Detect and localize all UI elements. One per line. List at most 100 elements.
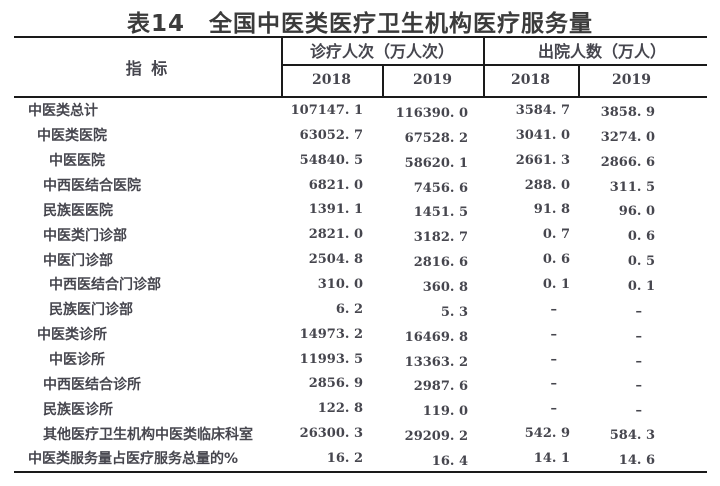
column-divider-indicator: [281, 36, 283, 97]
column-divider-visits-years: [382, 64, 384, 97]
table-row: 中医类总计 107147. 1 116390. 0 3584. 7 3858. 9: [14, 98, 707, 123]
value-cell: 13363. 2: [404, 354, 468, 370]
value-cell: 107147. 1: [290, 102, 363, 118]
value-cell: 1391. 1: [308, 202, 363, 218]
value-cell: 26300. 3: [299, 426, 363, 442]
group-header-underline: [281, 64, 707, 66]
no-data-dash: –: [635, 328, 643, 344]
value-cell: 14973. 2: [299, 326, 363, 342]
value-cell: 2856. 9: [308, 376, 363, 392]
value-cell: 7456. 6: [413, 180, 468, 196]
table-row: 中西医结合诊所 2856. 9 2987. 6 – –: [14, 371, 707, 396]
value-cell: 91. 8: [533, 202, 570, 218]
value-cell: 6821. 0: [308, 177, 363, 193]
no-data-dash: –: [635, 378, 643, 394]
table-bottom-border: [14, 471, 707, 473]
table-row: 中医类服务量占医疗服务总量的% 16. 2 16. 4 14. 1 14. 6: [14, 446, 707, 471]
no-data-dash: –: [550, 376, 558, 392]
value-cell: 6. 2: [335, 301, 363, 317]
value-cell: 58620. 1: [404, 155, 468, 171]
value-cell: 0. 1: [542, 276, 570, 292]
value-cell: 16469. 8: [404, 329, 468, 345]
indicator-label: 中医类医院: [37, 128, 107, 145]
indicator-label: 中医门诊部: [43, 252, 113, 269]
value-cell: 16. 4: [431, 453, 468, 469]
value-cell: 311. 5: [609, 179, 655, 195]
value-cell: –: [578, 354, 707, 369]
value-cell: –: [483, 327, 578, 342]
value-cell: 11993. 5: [299, 351, 363, 367]
value-cell: 3182. 7: [413, 230, 468, 246]
table-row: 中医诊所 11993. 5 13363. 2 – –: [14, 347, 707, 372]
no-data-dash: –: [550, 351, 558, 367]
no-data-dash: –: [635, 403, 643, 419]
no-data-dash: –: [550, 401, 558, 417]
indicator-label: 中西医结合诊所: [43, 376, 141, 393]
value-cell: 3041. 0: [515, 127, 570, 143]
value-cell: 3584. 7: [515, 102, 570, 118]
value-cell: –: [578, 304, 707, 319]
value-cell: 0. 7: [542, 227, 570, 243]
value-cell: 2987. 6: [413, 379, 468, 395]
table-title: 表14 全国中医类医疗卫生机构医疗服务量: [126, 11, 593, 37]
value-cell: 0. 6: [542, 252, 570, 268]
indicator-label: 其他医疗卫生机构中医类临床科室: [43, 426, 253, 443]
table-row: 中医类医院 63052. 7 67528. 2 3041. 0 3274. 0: [14, 123, 707, 148]
header-group-visits: 诊疗人次（万人次）: [309, 42, 454, 61]
table-row: 民族医医院 1391. 1 1451. 5 91. 8 96. 0: [14, 197, 707, 222]
table-body: 中医类总计 107147. 1 116390. 0 3584. 7 3858. 9 中医类…: [14, 98, 707, 471]
indicator-label: 民族医诊所: [43, 401, 113, 418]
indicator-label: 中西医结合医院: [43, 178, 141, 194]
indicator-label: 中西医结合门诊部: [49, 277, 161, 294]
value-cell: –: [483, 302, 578, 317]
value-cell: 3858. 9: [600, 104, 655, 120]
indicator-label: 中医类门诊部: [43, 227, 127, 244]
indicator-label: 民族医医院: [43, 202, 113, 219]
indicator-label: 中医类诊所: [37, 327, 107, 344]
indicator-label: 中医医院: [49, 153, 105, 170]
value-cell: –: [578, 403, 707, 418]
value-cell: 360. 8: [422, 279, 468, 295]
table-row: 中医门诊部 2504. 8 2816. 6 0. 6 0. 5: [14, 247, 707, 272]
value-cell: –: [578, 329, 707, 344]
table-row: 民族医门诊部 6. 2 5. 3 – –: [14, 297, 707, 322]
column-divider-groups: [483, 36, 485, 97]
column-divider-discharge-years: [578, 64, 580, 97]
value-cell: 122. 8: [317, 401, 363, 417]
value-cell: 63052. 7: [299, 127, 363, 143]
value-cell: 14. 6: [618, 452, 655, 468]
header-year-discharges-2018: 2018: [511, 72, 550, 88]
no-data-dash: –: [635, 303, 643, 319]
header-year-visits-2019: 2019: [413, 72, 452, 88]
indicator-label: 中医诊所: [49, 352, 105, 369]
value-cell: 96. 0: [618, 204, 655, 220]
indicator-label: 民族医门诊部: [49, 302, 133, 319]
value-cell: 5. 3: [440, 304, 468, 320]
value-cell: 2866. 6: [600, 154, 655, 170]
value-cell: 0. 6: [627, 229, 655, 245]
value-cell: 29209. 2: [404, 429, 468, 445]
header-group-discharges: 出院人数（万人）: [537, 42, 666, 61]
value-cell: 0. 5: [627, 254, 655, 270]
value-cell: –: [483, 376, 578, 391]
value-cell: 3274. 0: [600, 129, 655, 145]
value-cell: 310. 0: [317, 276, 363, 292]
value-cell: –: [578, 378, 707, 393]
table-row: 中医类诊所 14973. 2 16469. 8 – –: [14, 322, 707, 347]
indicator-label: 中医类服务量占医疗服务总量的%: [28, 451, 239, 468]
statistics-table: 指 标 诊疗人次（万人次） 出院人数（万人） 2018 2019 2018 20…: [14, 36, 707, 473]
no-data-dash: –: [550, 301, 558, 317]
value-cell: 54840. 5: [299, 152, 363, 168]
value-cell: 2816. 6: [413, 255, 468, 271]
table-row: 其他医疗卫生机构中医类临床科室 26300. 3 29209. 2 542. 9 584…: [14, 421, 707, 446]
value-cell: 542. 9: [524, 426, 570, 442]
table-row: 民族医诊所 122. 8 119. 0 – –: [14, 396, 707, 421]
value-cell: –: [483, 401, 578, 416]
value-cell: –: [483, 352, 578, 367]
no-data-dash: –: [635, 353, 643, 369]
header-indicator: 指 标: [125, 58, 170, 78]
value-cell: 0. 1: [627, 278, 655, 294]
value-cell: 67528. 2: [404, 130, 468, 146]
value-cell: 119. 0: [422, 404, 468, 420]
